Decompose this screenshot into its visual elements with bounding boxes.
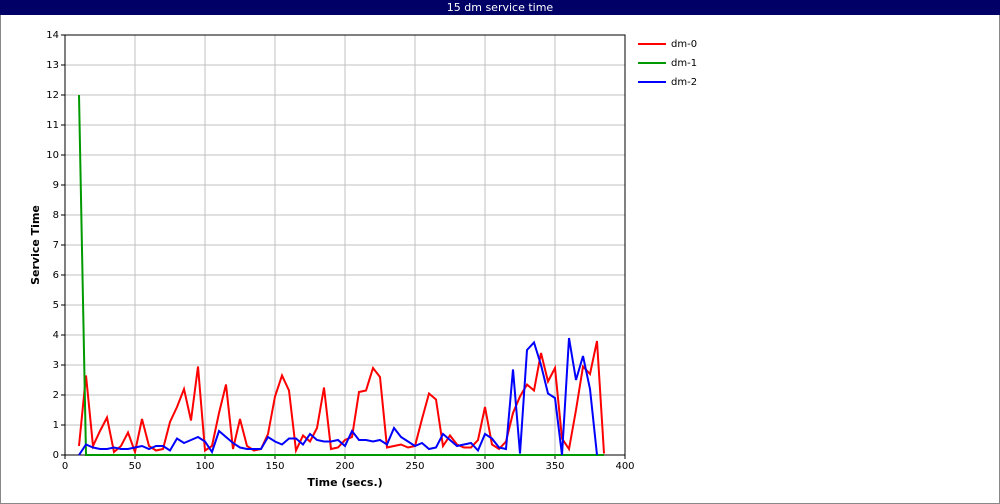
y-tick-label: 10 xyxy=(46,150,59,161)
x-tick-label: 300 xyxy=(475,461,494,472)
title-bar xyxy=(0,0,1000,15)
series-line xyxy=(78,337,598,456)
y-tick-label: 3 xyxy=(53,360,59,371)
x-tick-label: 400 xyxy=(615,461,634,472)
y-axis-label: Service Time xyxy=(29,205,42,285)
y-tick-label: 12 xyxy=(46,90,59,101)
y-tick-label: 7 xyxy=(53,240,59,251)
y-tick-label: 4 xyxy=(53,330,59,341)
x-tick-label: 200 xyxy=(335,461,354,472)
legend-label: dm-1 xyxy=(671,58,697,69)
y-tick-label: 6 xyxy=(53,270,59,281)
x-tick-label: 150 xyxy=(265,461,284,472)
y-tick-label: 11 xyxy=(46,120,59,131)
x-tick-label: 100 xyxy=(195,461,214,472)
y-tick-label: 1 xyxy=(53,420,59,431)
x-tick-label: 0 xyxy=(62,461,68,472)
series-line xyxy=(78,94,604,456)
chart-title: 15 dm service time xyxy=(447,1,554,14)
x-tick-label: 250 xyxy=(405,461,424,472)
y-tick-label: 14 xyxy=(46,30,59,41)
y-tick-label: 8 xyxy=(53,210,59,221)
y-tick-label: 0 xyxy=(53,450,59,461)
legend-label: dm-0 xyxy=(671,39,697,50)
x-axis-label: Time (secs.) xyxy=(307,476,382,489)
x-tick-label: 350 xyxy=(545,461,564,472)
y-tick-label: 2 xyxy=(53,390,59,401)
y-tick-label: 5 xyxy=(53,300,59,311)
x-tick-label: 50 xyxy=(129,461,142,472)
legend-label: dm-2 xyxy=(671,77,697,88)
y-tick-label: 13 xyxy=(46,60,59,71)
y-tick-label: 9 xyxy=(53,180,59,191)
